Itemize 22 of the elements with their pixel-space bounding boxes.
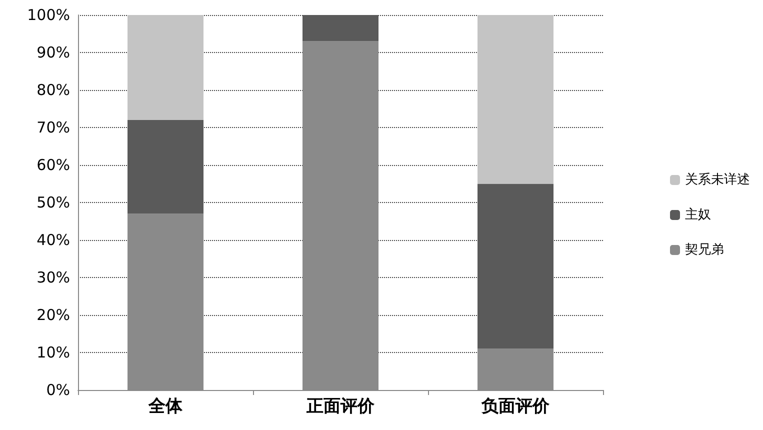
bar: [128, 15, 204, 120]
y-tick-label: 80%: [36, 81, 70, 99]
legend-label: 关系未详述: [685, 172, 750, 188]
bar: [478, 184, 554, 349]
y-tick-label: 40%: [36, 231, 70, 249]
y-tick-label: 10%: [36, 344, 70, 362]
y-tick-label: 100%: [27, 6, 70, 24]
y-tick-label: 60%: [36, 156, 70, 174]
bar: [128, 120, 204, 214]
y-tick-label: 0%: [46, 381, 70, 399]
x-tick-label: 正面评价: [306, 396, 376, 416]
x-tick-label: 负面评价: [480, 396, 550, 416]
legend-label: 主奴: [685, 206, 711, 222]
legend-label: 契兄弟: [685, 242, 724, 258]
bar: [478, 15, 554, 184]
y-tick-label: 50%: [36, 194, 70, 212]
y-tick-label: 20%: [36, 306, 70, 324]
y-tick-label: 90%: [36, 44, 70, 62]
bar: [302, 15, 378, 42]
x-tick-label: 全体: [148, 396, 184, 416]
y-tick-label: 30%: [36, 268, 70, 286]
y-tick-label: 70%: [36, 118, 70, 136]
